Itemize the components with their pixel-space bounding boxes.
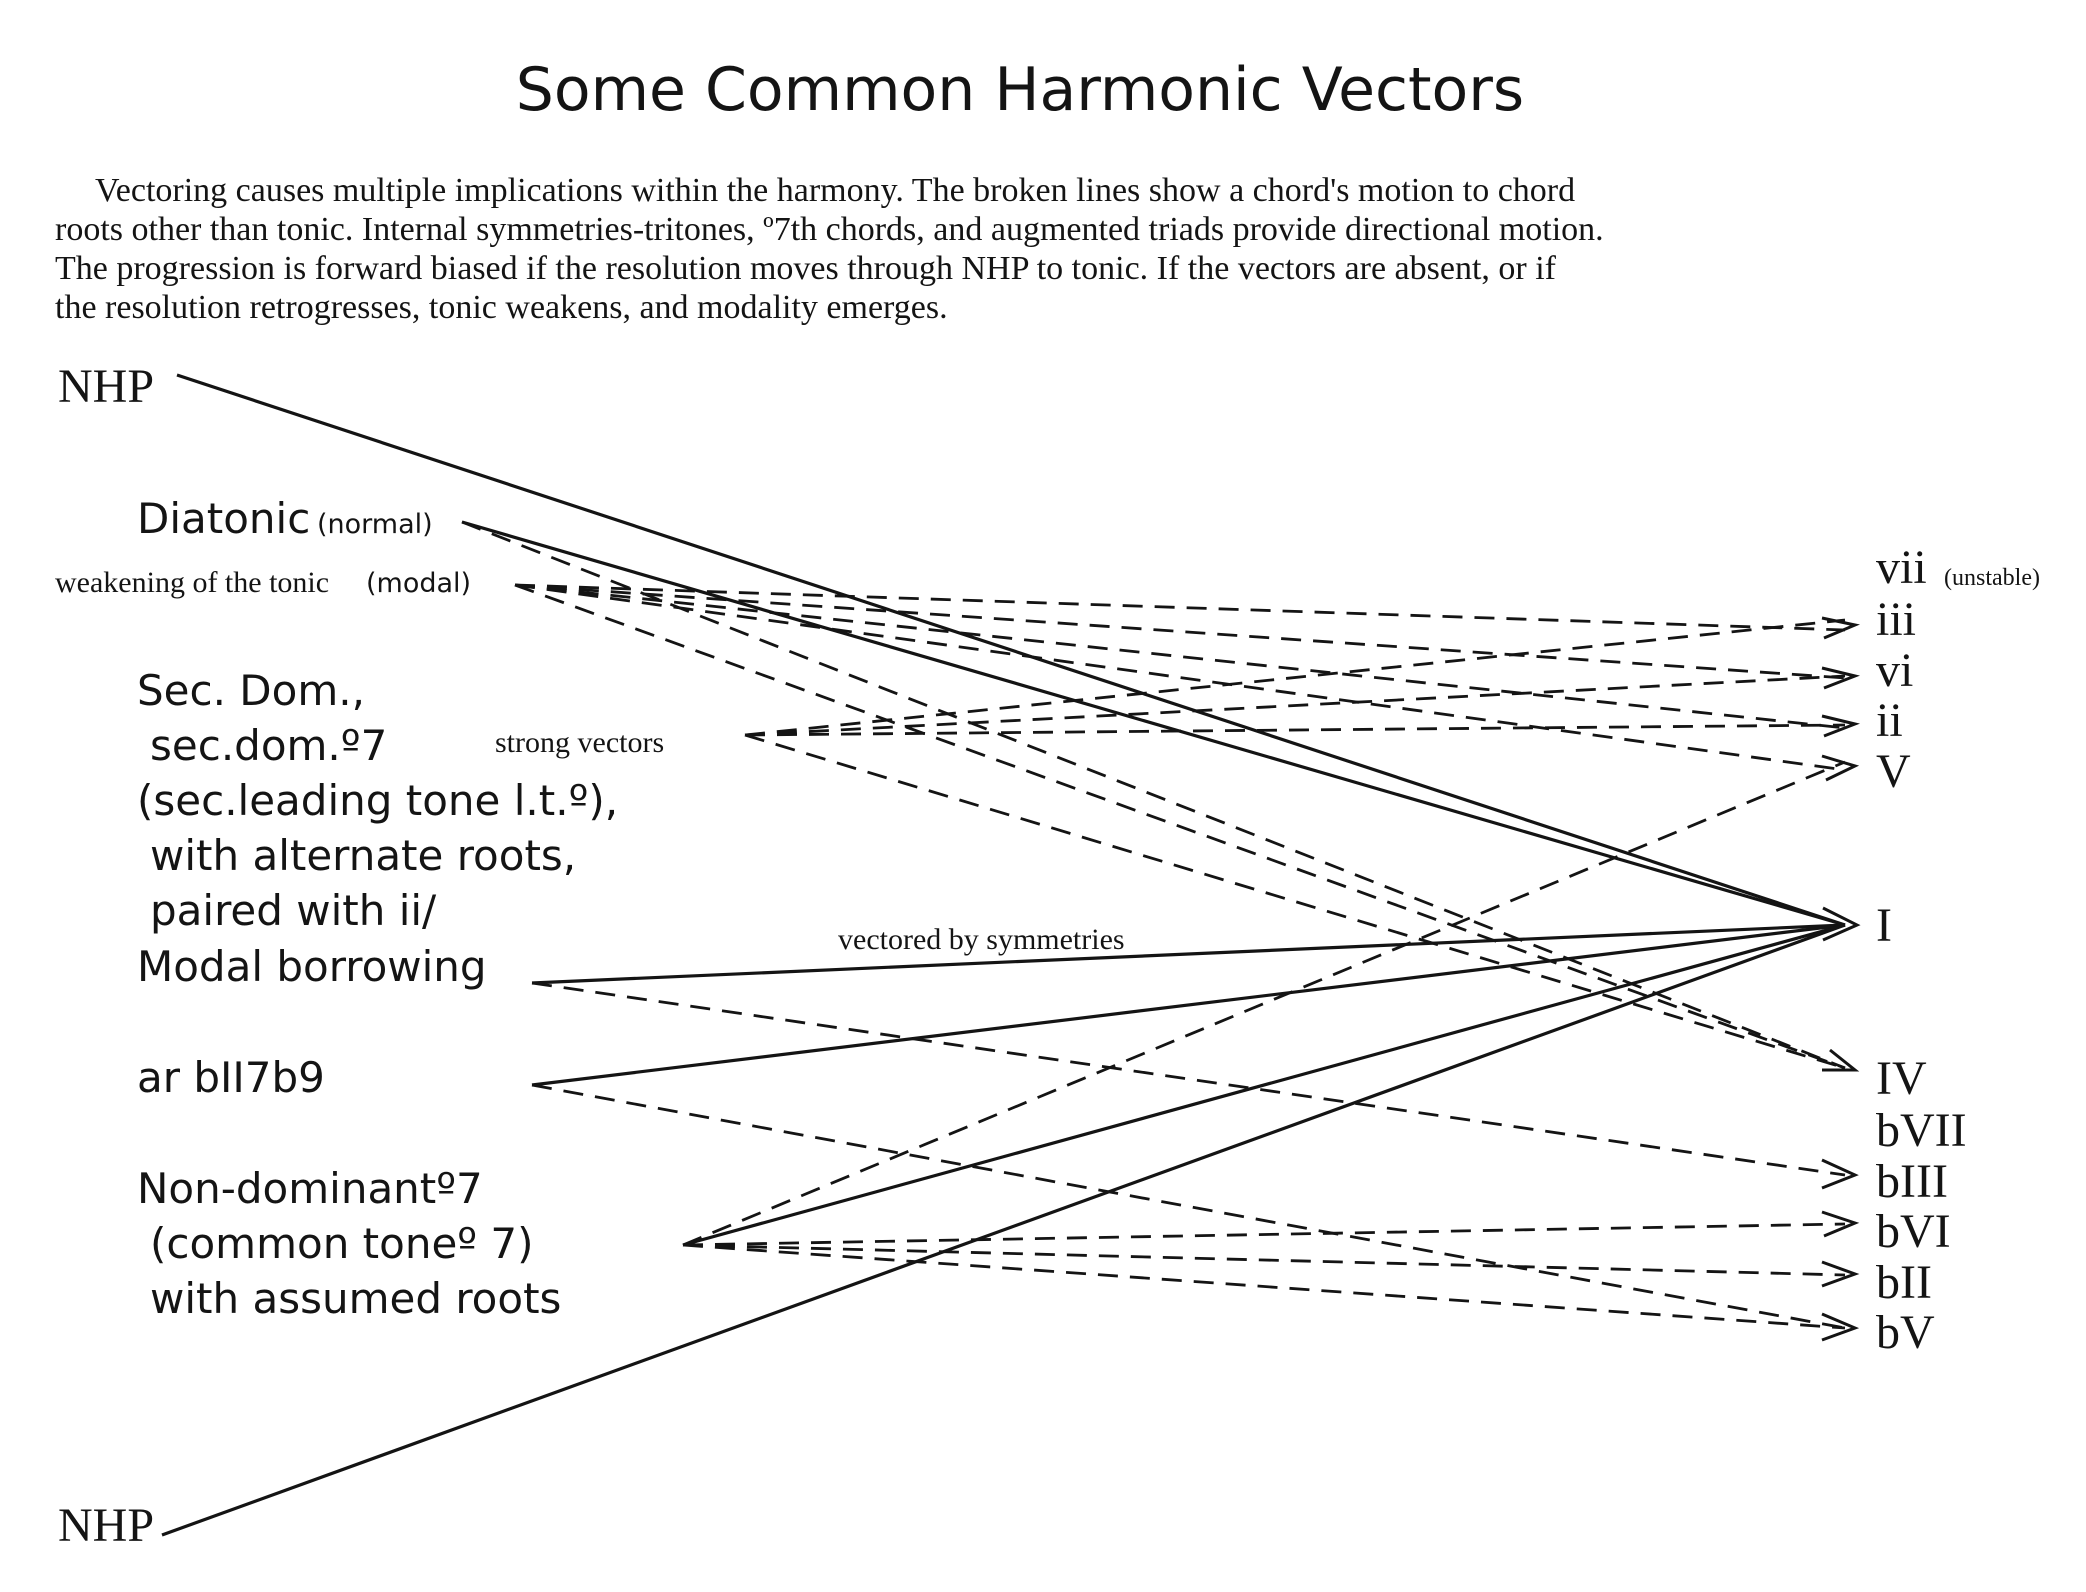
secondary-dominant-label: Sec. Dom., sec.dom.º7 (sec.leading tone … xyxy=(137,666,618,991)
solid-line-nhp-bottom-to-I xyxy=(161,923,1846,1537)
dashed-modal-borrowing-to-bIII xyxy=(531,981,1846,1177)
sec-dom-line-1: Sec. Dom., xyxy=(137,666,365,715)
solid-line-modal-borrowing-to-I xyxy=(531,923,1846,985)
paragraph-line-4: the resolution retrogresses, tonic weake… xyxy=(55,289,948,326)
arrowhead-ii xyxy=(1821,714,1861,738)
left-labels: NHP Diatonic (normal) weakening of the t… xyxy=(55,360,618,1552)
weakening-note: (modal) xyxy=(366,568,471,599)
I-label: I xyxy=(1876,899,1892,952)
ii-label: ii xyxy=(1876,694,1903,747)
arrowhead-bIII xyxy=(1821,1158,1859,1190)
vectored-by-symmetries-annotation: vectored by symmetries xyxy=(838,923,1125,956)
solid-line-bii-to-I xyxy=(531,923,1846,1087)
nhp-bottom-label: NHP xyxy=(58,1499,154,1552)
vii-label: vii xyxy=(1876,541,1927,594)
iii-label: iii xyxy=(1876,593,1916,646)
solid-line-diatonic-to-I xyxy=(461,520,1846,927)
right-labels: vii (unstable) iii vi ii V I IV bVII bII… xyxy=(1876,541,2040,1359)
dashed-non-dominant-to-bVI xyxy=(682,1222,1846,1247)
arrowheads xyxy=(1821,616,1861,1342)
arrowhead-I xyxy=(1822,906,1861,942)
non-dominant-label: Non-dominantº7 (common toneº 7) with ass… xyxy=(137,1164,561,1323)
non-dom-line-3: with assumed roots xyxy=(150,1274,561,1323)
dashed-weakening-to-V xyxy=(514,583,1846,772)
sec-dom-line-4: with alternate roots, xyxy=(150,831,576,880)
dashed-diatonic-to-IV xyxy=(461,520,1846,1070)
weakening-label: weakening of the tonic xyxy=(55,566,329,599)
paragraph-line-2: roots other than tonic. Internal symmetr… xyxy=(55,211,1604,248)
dashed-strong-to-ii xyxy=(744,723,1846,737)
paragraph-line-1: Vectoring causes multiple implications w… xyxy=(95,172,1575,209)
dashed-strong-to-vi xyxy=(744,674,1846,737)
arrowhead-IV xyxy=(1822,1048,1860,1072)
diatonic-label: Diatonic xyxy=(137,494,310,543)
solid-line-nhp-top-to-I xyxy=(176,373,1846,927)
bVII-label: bVII xyxy=(1876,1104,1967,1157)
strong-vectors-annotation: strong vectors xyxy=(495,726,664,759)
paragraph-line-3: The progression is forward biased if the… xyxy=(55,250,1557,287)
solid-line-non-dominant-to-I xyxy=(682,923,1846,1247)
diagram-title: Some Common Harmonic Vectors xyxy=(516,55,1524,125)
arrowhead-V xyxy=(1821,754,1860,782)
sec-dom-line-5: paired with ii/ xyxy=(150,886,437,935)
dashed-strong-to-iii xyxy=(744,618,1846,737)
dashed-weakening-to-vi xyxy=(514,583,1846,680)
sec-dom-line-6: Modal borrowing xyxy=(137,942,487,991)
arrowhead-bVI xyxy=(1821,1210,1860,1238)
bVI-label: bVI xyxy=(1876,1205,1951,1258)
non-dom-line-1: Non-dominantº7 xyxy=(137,1164,483,1213)
bII-label: bII xyxy=(1876,1256,1932,1309)
bIII-label: bIII xyxy=(1876,1155,1948,1208)
arrowhead-bII xyxy=(1821,1260,1860,1288)
non-dom-line-2: (common toneº 7) xyxy=(150,1219,534,1268)
bii-label: ar bII7b9 xyxy=(137,1053,325,1102)
dashed-strong-to-IV xyxy=(744,733,1846,1070)
bV-label: bV xyxy=(1876,1306,1935,1359)
dashed-vectors xyxy=(461,520,1846,1330)
description-paragraph: Vectoring causes multiple implications w… xyxy=(55,172,1604,326)
nhp-top-label: NHP xyxy=(58,360,154,413)
arrowhead-iii xyxy=(1821,616,1861,640)
vi-label: vi xyxy=(1876,644,1913,697)
IV-label: IV xyxy=(1876,1052,1927,1105)
sec-dom-line-3: (sec.leading tone l.t.º), xyxy=(137,776,618,825)
sec-dom-line-2: sec.dom.º7 xyxy=(150,721,387,770)
arrowhead-vi xyxy=(1821,666,1861,690)
solid-vectors xyxy=(161,373,1846,1537)
diatonic-note: (normal) xyxy=(317,509,433,540)
arrowhead-bV xyxy=(1821,1312,1860,1342)
dashed-bii-to-bV xyxy=(531,1083,1846,1330)
dashed-non-dominant-to-V xyxy=(682,760,1846,1247)
dashed-non-dominant-to-bII xyxy=(682,1243,1846,1277)
vii-note: (unstable) xyxy=(1944,565,2040,591)
dashed-weakening-to-IV xyxy=(514,583,1846,1070)
V-label: V xyxy=(1876,745,1911,798)
dashed-non-dominant-to-bV xyxy=(682,1243,1846,1330)
